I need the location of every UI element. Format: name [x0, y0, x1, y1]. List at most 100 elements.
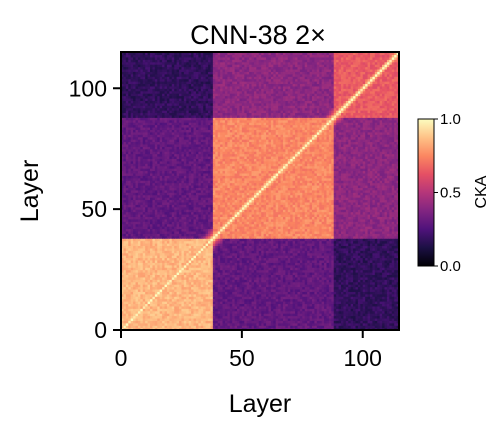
heatmap-cell [232, 313, 236, 317]
heatmap-cell [232, 267, 236, 271]
heatmap-cell [365, 235, 369, 239]
heatmap-cell [353, 320, 357, 324]
heatmap-cell [302, 230, 306, 234]
heatmap-cell [345, 286, 349, 290]
heatmap-cell [251, 293, 255, 297]
heatmap-cell [360, 284, 364, 288]
heatmap-cell [220, 320, 224, 324]
heatmap-cell [324, 262, 328, 266]
heatmap-cell [133, 226, 137, 230]
heatmap-cell [263, 288, 267, 292]
heatmap-cell [169, 279, 173, 283]
heatmap-cell [208, 286, 212, 290]
heatmap-cell [154, 223, 158, 227]
heatmap-cell [328, 226, 332, 230]
heatmap-cell [263, 291, 267, 295]
heatmap-cell [287, 230, 291, 234]
heatmap-cell [147, 269, 151, 273]
heatmap-cell [307, 296, 311, 300]
heatmap-cell [145, 325, 149, 329]
heatmap-cell [135, 291, 139, 295]
heatmap-cell [164, 238, 168, 242]
heatmap-cell [133, 257, 137, 261]
heatmap-cell [229, 235, 233, 239]
heatmap-cell [198, 291, 202, 295]
heatmap-cell [212, 242, 216, 246]
heatmap-cell [350, 325, 354, 329]
heatmap-cell [369, 255, 374, 259]
heatmap-cell [251, 303, 255, 307]
heatmap-cell [164, 252, 168, 256]
heatmap-cell [374, 308, 378, 312]
heatmap-cell [208, 293, 212, 297]
heatmap-cell [360, 317, 364, 321]
heatmap-cell [186, 228, 190, 232]
heatmap-cell [244, 322, 248, 326]
heatmap-cell [241, 271, 245, 275]
heatmap-cell [203, 317, 207, 321]
heatmap-cell [142, 313, 146, 317]
heatmap-cell [234, 310, 238, 314]
heatmap-cell [391, 300, 395, 305]
heatmap-cell [309, 284, 313, 288]
heatmap-cell [369, 240, 374, 244]
heatmap-cell [166, 284, 170, 288]
heatmap-cell [384, 284, 388, 288]
heatmap-cell [316, 313, 320, 317]
heatmap-cell [159, 250, 163, 254]
heatmap-cell [355, 230, 359, 234]
heatmap-cell [343, 291, 347, 295]
heatmap-cell [391, 264, 395, 268]
heatmap-cell [270, 310, 274, 314]
heatmap-cell [299, 305, 303, 309]
heatmap-cell [355, 252, 359, 256]
heatmap-cell [365, 245, 369, 249]
heatmap-cell [316, 300, 320, 305]
heatmap-cell [159, 245, 163, 249]
heatmap-cell [292, 310, 296, 314]
heatmap-cell [215, 320, 219, 324]
heatmap-cell [391, 298, 395, 302]
heatmap-cell [162, 259, 166, 263]
heatmap-cell [229, 240, 233, 244]
heatmap-cell [249, 230, 253, 234]
heatmap-cell [316, 276, 320, 280]
heatmap-cell [389, 313, 393, 317]
heatmap-cell [142, 242, 146, 246]
heatmap-cell [140, 286, 144, 290]
heatmap-cell [307, 322, 311, 326]
heatmap-cell [239, 296, 243, 300]
heatmap-cell [123, 226, 127, 230]
heatmap-cell [203, 320, 207, 324]
heatmap-cell [142, 257, 146, 261]
heatmap-cell [273, 303, 277, 307]
heatmap-cell [198, 250, 202, 254]
heatmap-cell [154, 269, 158, 273]
heatmap-cell [133, 269, 137, 273]
heatmap-cell [191, 235, 195, 239]
heatmap-cell [208, 250, 212, 254]
heatmap-cell [191, 313, 195, 317]
heatmap-cell [379, 269, 383, 273]
heatmap-cell [282, 226, 286, 230]
heatmap-cell [353, 310, 357, 314]
heatmap-cell [251, 226, 255, 230]
heatmap-cell [316, 279, 320, 283]
heatmap-cell [321, 281, 325, 285]
heatmap-cell [157, 300, 161, 305]
heatmap-cell [343, 293, 347, 297]
heatmap-cell [227, 286, 231, 290]
heatmap-cell [215, 242, 219, 246]
heatmap-cell [220, 238, 224, 242]
heatmap-cell [193, 226, 197, 230]
heatmap-cell [147, 262, 151, 266]
heatmap-cell [142, 320, 146, 324]
heatmap-cell [176, 255, 180, 259]
heatmap-cell [304, 267, 308, 271]
heatmap-cell [210, 228, 214, 232]
heatmap-cell [377, 250, 381, 254]
heatmap-cell [287, 308, 291, 312]
heatmap-cell [379, 252, 383, 256]
heatmap-cell [220, 230, 224, 234]
heatmap-cell [285, 264, 289, 268]
